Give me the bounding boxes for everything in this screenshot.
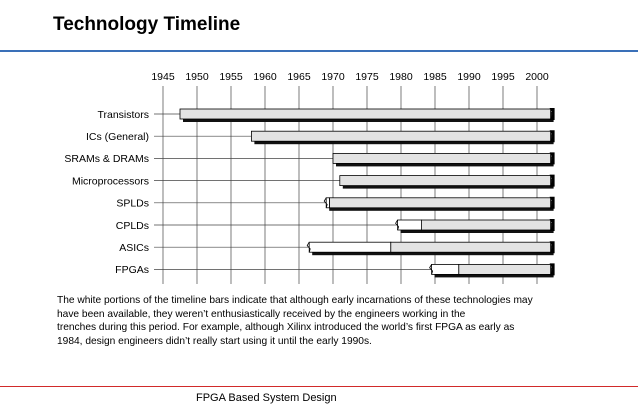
bar-continuation-end xyxy=(549,241,555,254)
bar-adopted-portion xyxy=(250,130,552,142)
category-label: ICs (General) xyxy=(86,131,149,143)
bar-adopted-portion xyxy=(332,152,552,164)
timeline-bar xyxy=(332,152,555,167)
footer-text: FPGA Based System Design xyxy=(196,392,337,404)
slide-title: Technology Timeline xyxy=(53,14,241,35)
timeline-bar xyxy=(323,196,555,211)
x-tick-label: 1985 xyxy=(423,71,447,83)
bar-continuation-end xyxy=(549,219,555,231)
bar-adopted-portion xyxy=(390,241,551,253)
category-label: CPLDs xyxy=(116,220,149,232)
category-labels: Transistors ICs (General) SRAMs & DRAMs Mic… xyxy=(64,109,149,276)
x-tick-label: 1995 xyxy=(491,71,515,83)
timeline-bar xyxy=(306,241,555,256)
bar-early-portion xyxy=(308,241,392,253)
x-tick-label: 1990 xyxy=(457,71,481,83)
caption-line: The white portions of the timeline bars … xyxy=(57,295,533,306)
footer-rule xyxy=(0,386,638,387)
bar-early-portion xyxy=(431,263,460,275)
x-tick-label: 1955 xyxy=(219,71,243,83)
bar-start-break xyxy=(323,197,328,208)
bar-continuation-end xyxy=(549,152,555,165)
category-label: Microprocessors xyxy=(72,175,149,187)
x-axis-ticks: 1945 1950 1955 1960 1965 1970 1975 1980 1985 1990… xyxy=(151,71,549,83)
x-tick-label: 1980 xyxy=(389,71,413,83)
bar-continuation-end xyxy=(549,108,555,120)
bar-adopted-portion xyxy=(420,219,551,231)
x-tick-label: 1965 xyxy=(287,71,311,83)
timeline-bar xyxy=(179,108,555,122)
x-tick-label: 2000 xyxy=(525,71,549,83)
x-tick-label: 1970 xyxy=(321,71,345,83)
bar-continuation-end xyxy=(549,263,555,276)
caption-line: 1984, design engineers didn’t really sta… xyxy=(57,335,372,347)
bar-continuation-end xyxy=(549,196,555,209)
title-rule xyxy=(0,50,638,52)
bar-adopted-portion xyxy=(339,175,551,187)
bar-start-break xyxy=(429,264,434,275)
bar-start-break xyxy=(395,219,400,231)
category-label: FPGAs xyxy=(115,264,149,276)
caption: The white portions of the timeline bars … xyxy=(57,294,577,348)
category-label: SPLDs xyxy=(116,198,149,210)
bar-continuation-end xyxy=(549,174,555,187)
timeline-bar xyxy=(429,263,555,278)
timeline-bar xyxy=(250,130,555,145)
bar-continuation-end xyxy=(549,130,555,143)
timeline-bars xyxy=(179,108,555,278)
timeline-bar xyxy=(395,219,555,233)
bar-start-break xyxy=(306,241,311,253)
bar-early-portion xyxy=(397,219,422,231)
timeline-chart: 1945 1950 1955 1960 1965 1970 1975 1980 1985 1990… xyxy=(64,71,555,284)
caption-line: trenches during this period. For example… xyxy=(57,322,515,333)
timeline-bar xyxy=(339,174,555,189)
caption-line: have been available, they weren’t enthus… xyxy=(57,308,466,320)
x-tick-label: 1945 xyxy=(151,71,175,83)
category-label: Transistors xyxy=(97,109,149,121)
x-tick-label: 1950 xyxy=(185,71,209,83)
category-label: SRAMs & DRAMs xyxy=(64,153,149,165)
x-tick-label: 1975 xyxy=(355,71,379,83)
x-tick-label: 1960 xyxy=(253,71,277,83)
bar-adopted-portion xyxy=(458,263,551,275)
bar-adopted-portion xyxy=(329,197,552,209)
bar-adopted-portion xyxy=(179,108,552,120)
category-label: ASICs xyxy=(119,242,149,254)
